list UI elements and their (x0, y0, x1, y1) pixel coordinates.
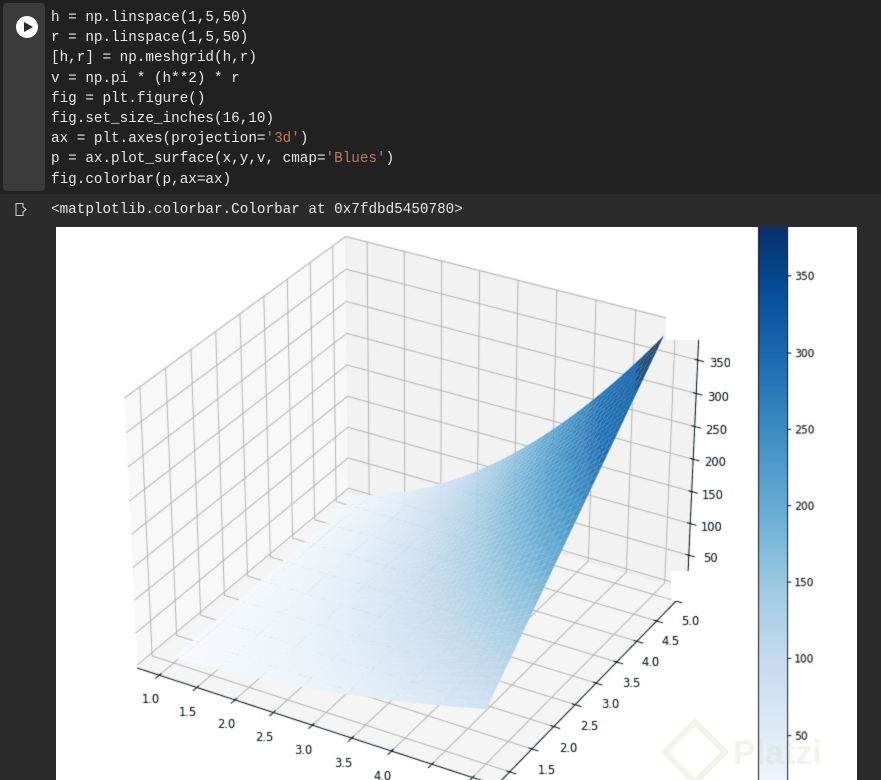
svg-text:Platzi: Platzi (733, 734, 822, 772)
